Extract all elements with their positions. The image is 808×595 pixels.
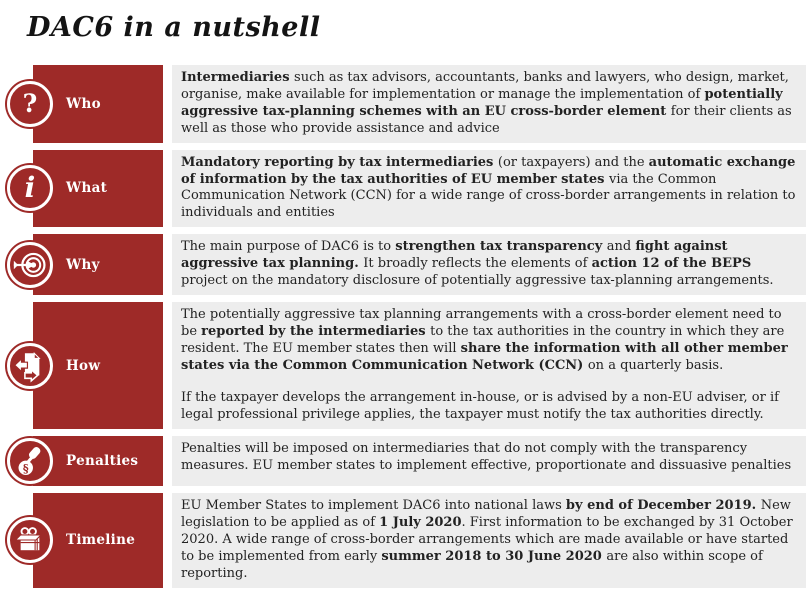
row-label-box: How [33, 301, 163, 430]
row-label: What [66, 180, 108, 197]
row-label: Timeline [66, 532, 136, 549]
text-segment: It broadly reflects the elements of [363, 256, 592, 272]
text-segment-bold: fight against aggressive tax planning. [181, 239, 728, 272]
row-label: Why [66, 256, 100, 273]
text-segment: to the tax authorities in the country in… [181, 323, 785, 356]
row-content: Penalties will be imposed on intermediar… [172, 436, 806, 487]
page: DAC6 in a nutshell Who? Intermediaries su… [0, 10, 808, 588]
text-segment: for their clients as well as those who p… [181, 103, 792, 136]
info-icon: i [24, 171, 36, 205]
row-content: Mandatory reporting by tax intermediarie… [172, 149, 806, 228]
text-segment-bold: reported by the intermediaries [201, 323, 431, 339]
row-label-zone: Penalties § [0, 436, 172, 487]
calendar-icon-circle [7, 517, 53, 564]
row-paragraph: Mandatory reporting by tax intermediarie… [181, 155, 796, 223]
row-label-zone: Who? [0, 65, 172, 143]
row-penalties: Penalties § Penalties will be imposed on i… [0, 436, 806, 487]
row-label: Who [66, 95, 101, 112]
row-content: The main purpose of DAC6 is to strengthe… [172, 234, 806, 295]
text-segment-bold: automatic exchange of information by the… [181, 154, 796, 187]
row-what: What i Mandatory reporting by tax intermed… [0, 149, 806, 228]
row-label: How [66, 357, 101, 374]
text-segment: EU Member States to implement DAC6 into … [181, 498, 566, 514]
page-title: DAC6 in a nutshell [27, 12, 321, 43]
row-label-box: Who [33, 65, 163, 143]
calendar-icon [14, 527, 43, 551]
text-segment: and [606, 239, 636, 255]
document-exchange-icon [13, 351, 41, 383]
text-segment-bold: potentially aggressive tax-planning sche… [181, 86, 783, 119]
text-segment-bold: share the information with all other mem… [181, 340, 788, 373]
question-icon: ? [22, 89, 38, 119]
row-paragraph: The potentially aggressive tax planning … [181, 307, 796, 375]
text-segment: If the taxpayer develops the arrangement… [181, 390, 779, 423]
row-who: Who? Intermediaries such as tax advisors,… [0, 65, 806, 143]
text-segment: such as tax advisors, accountants, banks… [181, 70, 789, 102]
text-segment-bold: strengthen tax transparency [395, 239, 607, 255]
text-segment: The potentially aggressive tax planning … [181, 306, 782, 339]
target-icon-circle [7, 241, 53, 288]
row-why: Why The main purpose of DAC6 is to streng… [0, 234, 806, 295]
row-timeline: Timeline EU Member States to implement DA… [0, 493, 806, 588]
text-segment-bold: Mandatory reporting by tax intermediarie… [181, 154, 498, 170]
row-paragraph: Penalties will be imposed on intermediar… [181, 441, 796, 475]
document-exchange-icon-circle [7, 342, 53, 389]
question-icon-circle: ? [7, 80, 53, 127]
row-label-box: Why [33, 234, 163, 295]
row-label: Penalties [66, 453, 139, 470]
target-icon [13, 252, 46, 277]
svg-text:§: § [23, 462, 29, 475]
row-how: How The potentially aggressive tax planni… [0, 301, 806, 430]
row-content: Intermediaries such as tax advisors, acc… [172, 65, 806, 143]
text-segment: (or taxpayers) and the [497, 154, 649, 170]
text-segment: on a quarterly basis. [587, 357, 724, 373]
info-icon-circle: i [7, 165, 53, 212]
row-paragraph: Intermediaries such as tax advisors, acc… [181, 70, 796, 138]
text-segment-bold: Intermediaries [181, 70, 295, 86]
rows-container: Who? Intermediaries such as tax advisors,… [0, 65, 808, 595]
row-label-zone: Why [0, 234, 172, 295]
text-segment-bold: 1 July 2020 [379, 515, 462, 531]
text-segment: Penalties will be imposed on intermediar… [181, 441, 792, 474]
row-content: EU Member States to implement DAC6 into … [172, 493, 806, 588]
row-label-box: Penalties [33, 436, 163, 487]
text-segment-bold: summer 2018 to 30 June 2020 [381, 548, 607, 564]
row-label-box: What [33, 149, 163, 228]
gavel-icon-circle: § [7, 438, 53, 485]
row-content: The potentially aggressive tax planning … [172, 301, 806, 430]
row-paragraph: EU Member States to implement DAC6 into … [181, 498, 796, 582]
row-paragraph: The main purpose of DAC6 is to strengthe… [181, 239, 796, 290]
text-segment: New legislation to be applied as of [181, 498, 791, 531]
text-segment: project on the mandatory disclosure of p… [181, 273, 774, 288]
text-segment: via the Common Communication Network (CC… [181, 171, 796, 221]
row-label-zone: What i [0, 149, 172, 228]
row-paragraph: If the taxpayer develops the arrangement… [181, 390, 796, 424]
text-segment: The main purpose of DAC6 is to [181, 239, 396, 255]
row-label-zone: Timeline [0, 493, 172, 588]
text-segment-bold: by end of December 2019. [565, 498, 761, 514]
gavel-icon: § [18, 447, 41, 475]
text-segment-bold: action 12 of the BEPS [591, 256, 752, 272]
row-label-zone: How [0, 301, 172, 430]
